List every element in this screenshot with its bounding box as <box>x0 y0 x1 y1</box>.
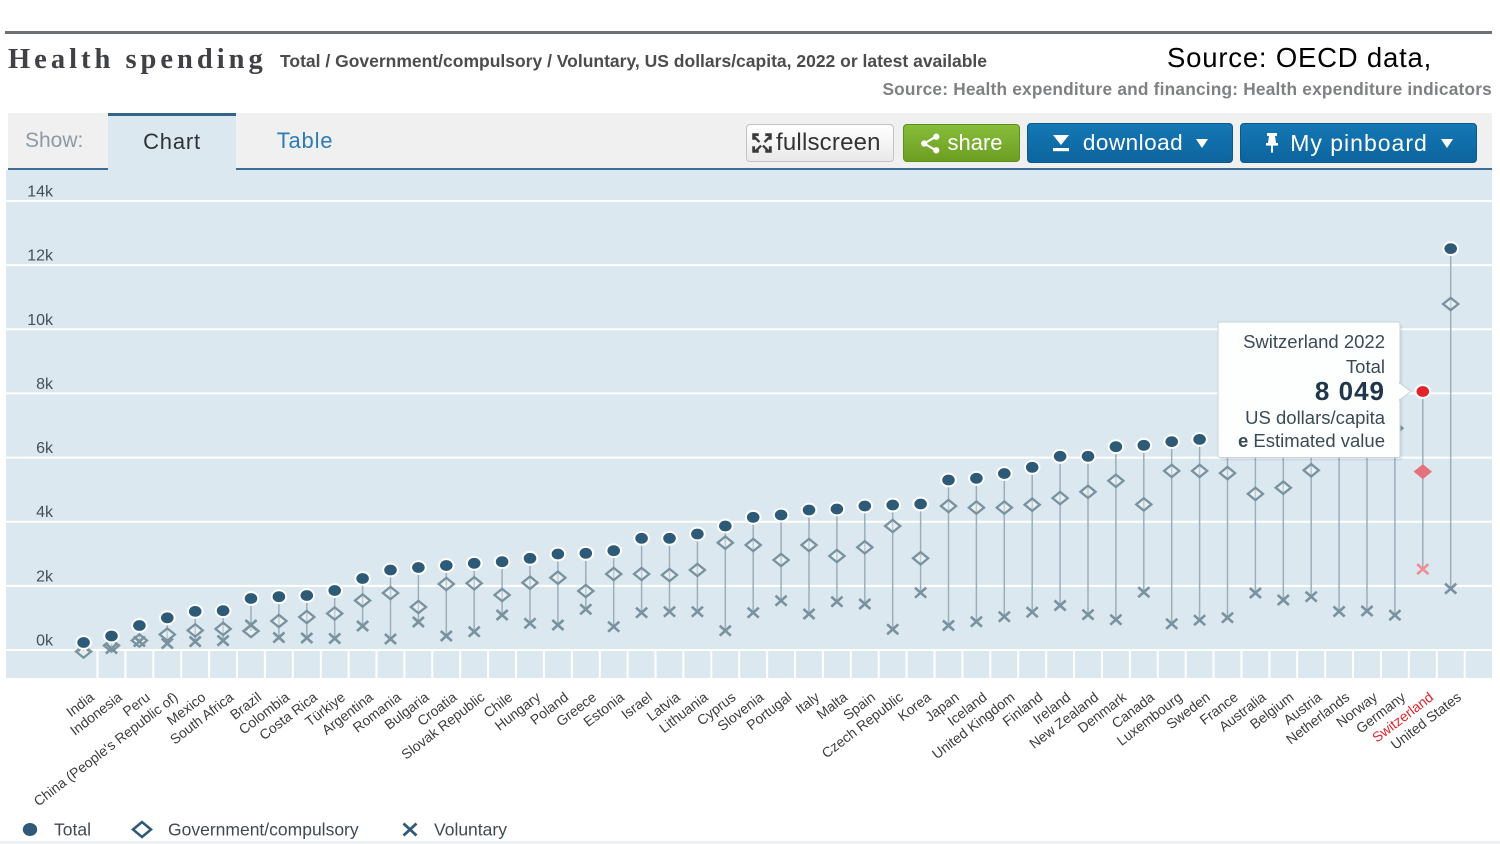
svg-text:8 049: 8 049 <box>1315 376 1385 406</box>
svg-text:Switzerland 2022: Switzerland 2022 <box>1243 331 1385 352</box>
svg-text:2k: 2k <box>36 568 54 585</box>
svg-text:Government/compulsory: Government/compulsory <box>168 820 359 840</box>
svg-text:8k: 8k <box>36 376 54 393</box>
svg-text:10k: 10k <box>27 312 54 329</box>
svg-text:0k: 0k <box>36 633 54 650</box>
svg-text:12k: 12k <box>27 248 54 265</box>
svg-text:Total: Total <box>54 820 91 840</box>
svg-text:14k: 14k <box>27 184 54 201</box>
svg-text:Voluntary: Voluntary <box>434 820 507 840</box>
svg-text:US dollars/capita: US dollars/capita <box>1245 407 1386 428</box>
svg-text:6k: 6k <box>36 440 54 457</box>
svg-text:e Estimated value: e Estimated value <box>1238 430 1385 451</box>
svg-text:Total: Total <box>1346 356 1385 377</box>
svg-text:4k: 4k <box>36 504 54 521</box>
